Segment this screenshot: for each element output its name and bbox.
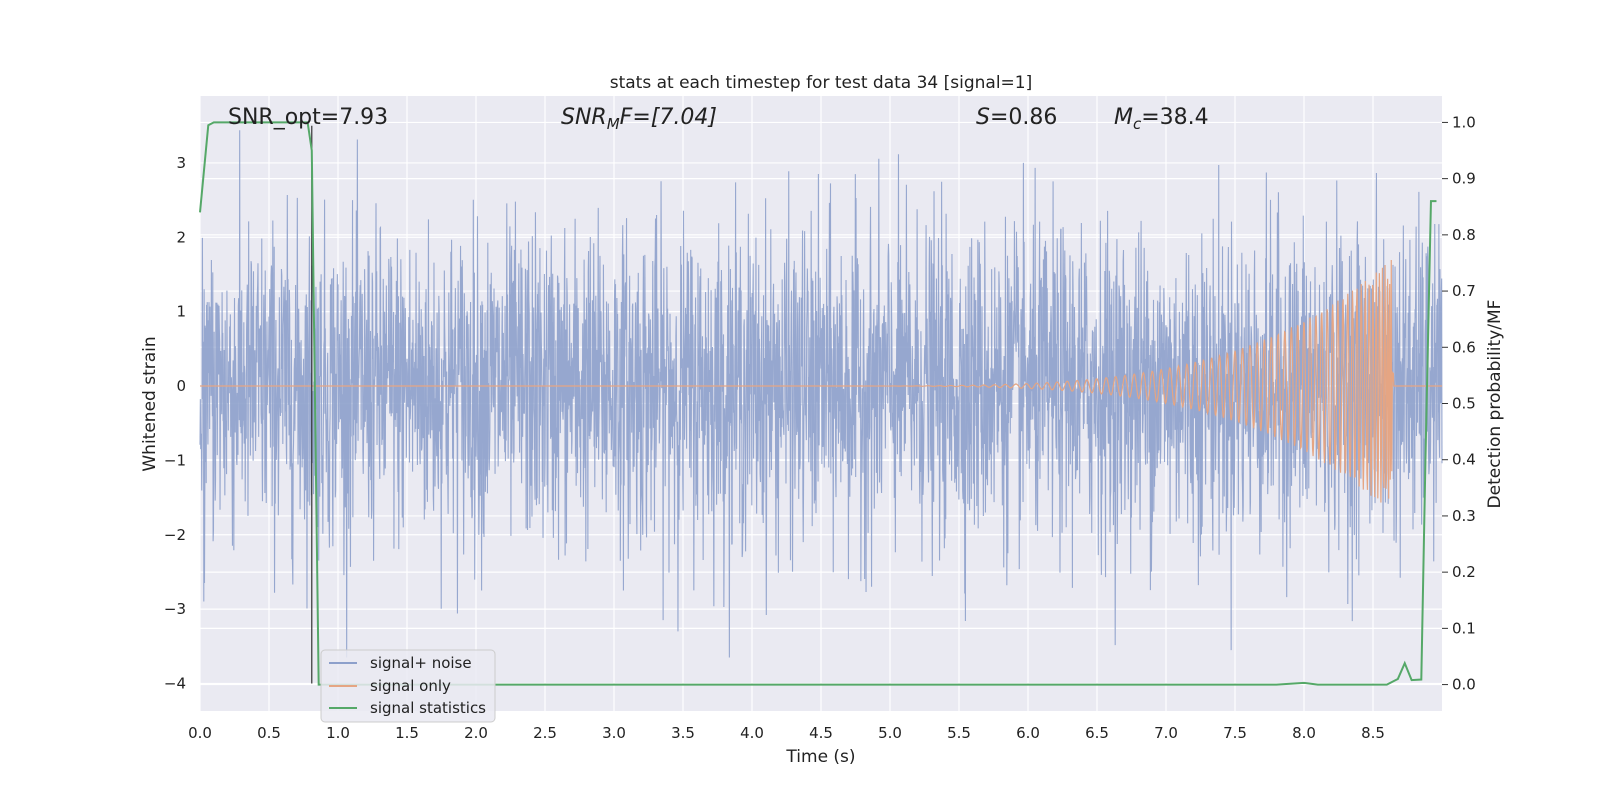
y-tick-label-right-8: 0.2 — [1452, 563, 1476, 581]
annotation-s: S=0.86 — [976, 105, 1057, 130]
y-tick-label-right-5: 0.5 — [1452, 395, 1476, 413]
y-tick-label-right-1: 0.9 — [1452, 170, 1476, 188]
x-tick-label-16: 8.0 — [1292, 724, 1316, 742]
annotation-mc-var: M — [1114, 105, 1133, 130]
tick-layer: 0.0 0.5 1.0 1.5 2.0 2.5 3.0 3.5 4.0 4.5 5.0 5.5 6.0 6… — [164, 113, 1476, 742]
y-tick-label-left-7: −4 — [164, 674, 186, 692]
y-tick-label-left-4: −1 — [164, 451, 186, 469]
x-tick-label-13: 6.5 — [1085, 724, 1109, 742]
y-tick-label-left-1: 2 — [176, 228, 186, 246]
x-tick-label-14: 7.0 — [1154, 724, 1178, 742]
y-tick-label-left-3: 0 — [176, 377, 186, 395]
x-tick-label-8: 4.0 — [740, 724, 764, 742]
signal-noise-series — [199, 130, 1443, 658]
y-tick-label-right-0: 1.0 — [1452, 113, 1476, 131]
signal-noise-line — [199, 130, 1443, 658]
y-tick-label-right-10: 0.0 — [1452, 676, 1476, 694]
signal-only-series — [200, 259, 1442, 503]
legend: signal+ noise signal only signal statist… — [320, 649, 496, 723]
y-tick-label-left-6: −3 — [164, 600, 186, 618]
annotation-snr-mf-base: SNR — [561, 105, 607, 130]
legend-label-signal-statistics: signal statistics — [370, 699, 486, 717]
y-axis-label-left: Whitened strain — [140, 336, 160, 471]
y-tick-label-right-9: 0.1 — [1452, 619, 1476, 637]
legend-label-signal-only: signal only — [370, 677, 451, 695]
x-tick-label-10: 5.0 — [878, 724, 902, 742]
y-tick-label-right-7: 0.3 — [1452, 507, 1476, 525]
annotation-snr-mf: SNRMF=[7.04] — [561, 105, 717, 133]
y-tick-label-right-3: 0.7 — [1452, 282, 1476, 300]
annotation-mc: Mc=38.4 — [1114, 105, 1209, 133]
x-tick-label-6: 3.0 — [602, 724, 626, 742]
annotation-mc-val: =38.4 — [1141, 105, 1208, 130]
annotation-s-var: S — [976, 105, 990, 130]
annotation-snr-mf-sub: M — [607, 115, 620, 133]
chart-title: stats at each timestep for test data 34 … — [610, 73, 1033, 93]
x-tick-label-11: 5.5 — [947, 724, 971, 742]
x-tick-label-5: 2.5 — [533, 724, 557, 742]
x-tick-label-9: 4.5 — [809, 724, 833, 742]
annotation-snr-opt: SNR_opt=7.93 — [228, 105, 388, 130]
y-tick-label-left-5: −2 — [164, 526, 186, 544]
x-tick-label-15: 7.5 — [1223, 724, 1247, 742]
y-tick-label-left-0: 3 — [176, 154, 186, 172]
annotation-s-val: =0.86 — [990, 105, 1057, 130]
y-tick-label-right-4: 0.6 — [1452, 338, 1476, 356]
x-tick-label-12: 6.0 — [1016, 724, 1040, 742]
annotation-snr-mf-rest: F=[7.04] — [620, 105, 717, 130]
signal-statistics-line — [199, 121, 1437, 686]
y-tick-label-right-2: 0.8 — [1452, 226, 1476, 244]
x-tick-label-4: 2.0 — [464, 724, 488, 742]
x-tick-label-0: 0.0 — [188, 724, 212, 742]
annotation-mc-sub: c — [1133, 115, 1142, 133]
x-axis-label: Time (s) — [785, 747, 855, 767]
x-tick-label-3: 1.5 — [395, 724, 419, 742]
signal-only-line — [200, 259, 1442, 503]
legend-box — [320, 649, 496, 723]
x-tick-label-1: 0.5 — [257, 724, 281, 742]
x-tick-label-17: 8.5 — [1361, 724, 1385, 742]
y-axis-label-right: Detection probability/MF — [1485, 300, 1505, 509]
legend-label-signal-noise: signal+ noise — [370, 654, 472, 672]
x-tick-label-7: 3.5 — [671, 724, 695, 742]
y-tick-label-right-6: 0.4 — [1452, 451, 1476, 469]
x-tick-label-2: 1.0 — [326, 724, 350, 742]
y-tick-label-left-2: 1 — [176, 303, 186, 321]
